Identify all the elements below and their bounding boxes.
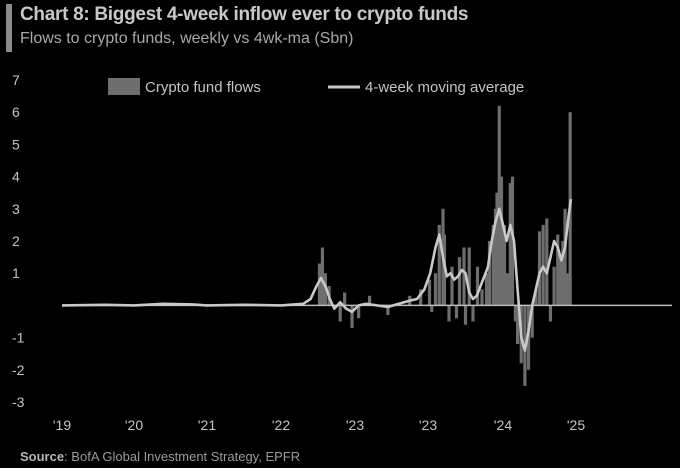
source-note: Source: BofA Global Investment Strategy,…: [20, 449, 300, 464]
flow-bar: [317, 263, 322, 306]
flow-bars: [317, 105, 572, 386]
y-axis: 7 6 5 4 3 2 1 -1 -2 -3: [12, 72, 25, 410]
legend-label-flows: Crypto fund flows: [145, 79, 261, 96]
flow-bar: [516, 305, 520, 345]
title-accent-bar: [6, 4, 12, 52]
flow-bar: [471, 305, 475, 322]
moving-average-series: [61, 198, 573, 352]
flow-bar: [510, 176, 515, 306]
flow-bar: [552, 266, 556, 306]
flow-bar: [430, 305, 434, 312]
legend: Crypto fund flows 4-week moving average: [108, 78, 524, 96]
flow-bar: [502, 224, 507, 306]
flow-bar: [563, 208, 567, 306]
flow-bar: [462, 247, 466, 306]
y-tick-label: 1: [12, 265, 20, 281]
flow-bar: [556, 234, 560, 306]
flow-bar: [427, 279, 432, 306]
flow-bar: [454, 305, 459, 319]
flow-bar: [565, 273, 569, 306]
flow-bar: [508, 183, 512, 306]
flow-bar: [491, 224, 495, 306]
y-tick-label: 3: [12, 201, 20, 217]
source-label: Source: [20, 449, 65, 464]
flow-bar: [558, 257, 562, 306]
flow-bar: [513, 305, 518, 322]
flow-bar: [386, 305, 390, 316]
legend-swatch-flows: [108, 78, 140, 95]
x-axis: '19 '20 '21 '22 '23 '23 '24 '25: [53, 417, 585, 433]
flow-bar: [467, 247, 471, 306]
y-tick-label: -2: [12, 362, 25, 378]
flow-bar: [480, 289, 484, 306]
source-text: : BofA Global Investment Strategy, EPFR: [64, 449, 301, 464]
flow-bar: [343, 292, 347, 306]
flow-bar: [338, 305, 342, 322]
x-tick-label: '22: [272, 417, 290, 433]
chart-title: Chart 8: Biggest 4-week inflow ever to c…: [20, 4, 469, 25]
y-tick-label: 6: [12, 104, 20, 120]
chart-subtitle: Flows to crypto funds, weekly vs 4wk-ma …: [20, 30, 354, 47]
flow-bar: [548, 305, 553, 322]
flow-bar: [534, 289, 538, 306]
moving-average-line: [61, 198, 573, 352]
x-tick-label: '25: [567, 417, 585, 433]
flow-bar: [541, 224, 545, 306]
x-tick-label: '21: [198, 417, 216, 433]
flow-bar: [437, 224, 441, 306]
flow-bar: [475, 266, 480, 306]
x-tick-label: '24: [494, 417, 512, 433]
x-tick-label: '19: [53, 417, 71, 433]
legend-label-ma: 4-week moving average: [365, 79, 524, 96]
y-tick-label: 5: [12, 136, 20, 152]
flow-bar: [530, 305, 534, 338]
flow-bar: [499, 176, 504, 306]
x-tick-label: '20: [125, 417, 143, 433]
flow-bar: [447, 305, 451, 322]
flow-bar: [433, 273, 438, 306]
x-tick-label: '23: [419, 417, 437, 433]
flow-bar: [487, 241, 492, 306]
y-tick-label: -1: [12, 330, 25, 346]
flow-bar: [419, 289, 423, 306]
x-tick-label: '23: [346, 417, 364, 433]
flow-bar: [497, 105, 501, 306]
flow-bar: [368, 295, 372, 306]
y-tick-label: 2: [12, 233, 20, 249]
flow-bar: [357, 305, 361, 319]
y-tick-label: 7: [12, 72, 20, 88]
flow-bar: [495, 192, 499, 306]
flow-bar: [457, 257, 462, 306]
flow-bar: [320, 247, 325, 306]
flow-bar: [450, 266, 454, 306]
y-tick-label: -3: [12, 394, 25, 410]
flow-bar: [350, 305, 354, 328]
flow-bar: [505, 273, 509, 306]
flow-bar: [463, 305, 468, 325]
flow-bar: [561, 241, 565, 306]
flow-bar: [545, 218, 549, 306]
flow-bar: [537, 231, 542, 306]
flow-bar: [484, 273, 489, 306]
y-tick-label: 4: [12, 169, 20, 185]
